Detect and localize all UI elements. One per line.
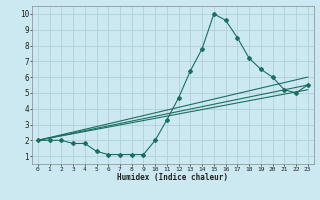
X-axis label: Humidex (Indice chaleur): Humidex (Indice chaleur) <box>117 173 228 182</box>
